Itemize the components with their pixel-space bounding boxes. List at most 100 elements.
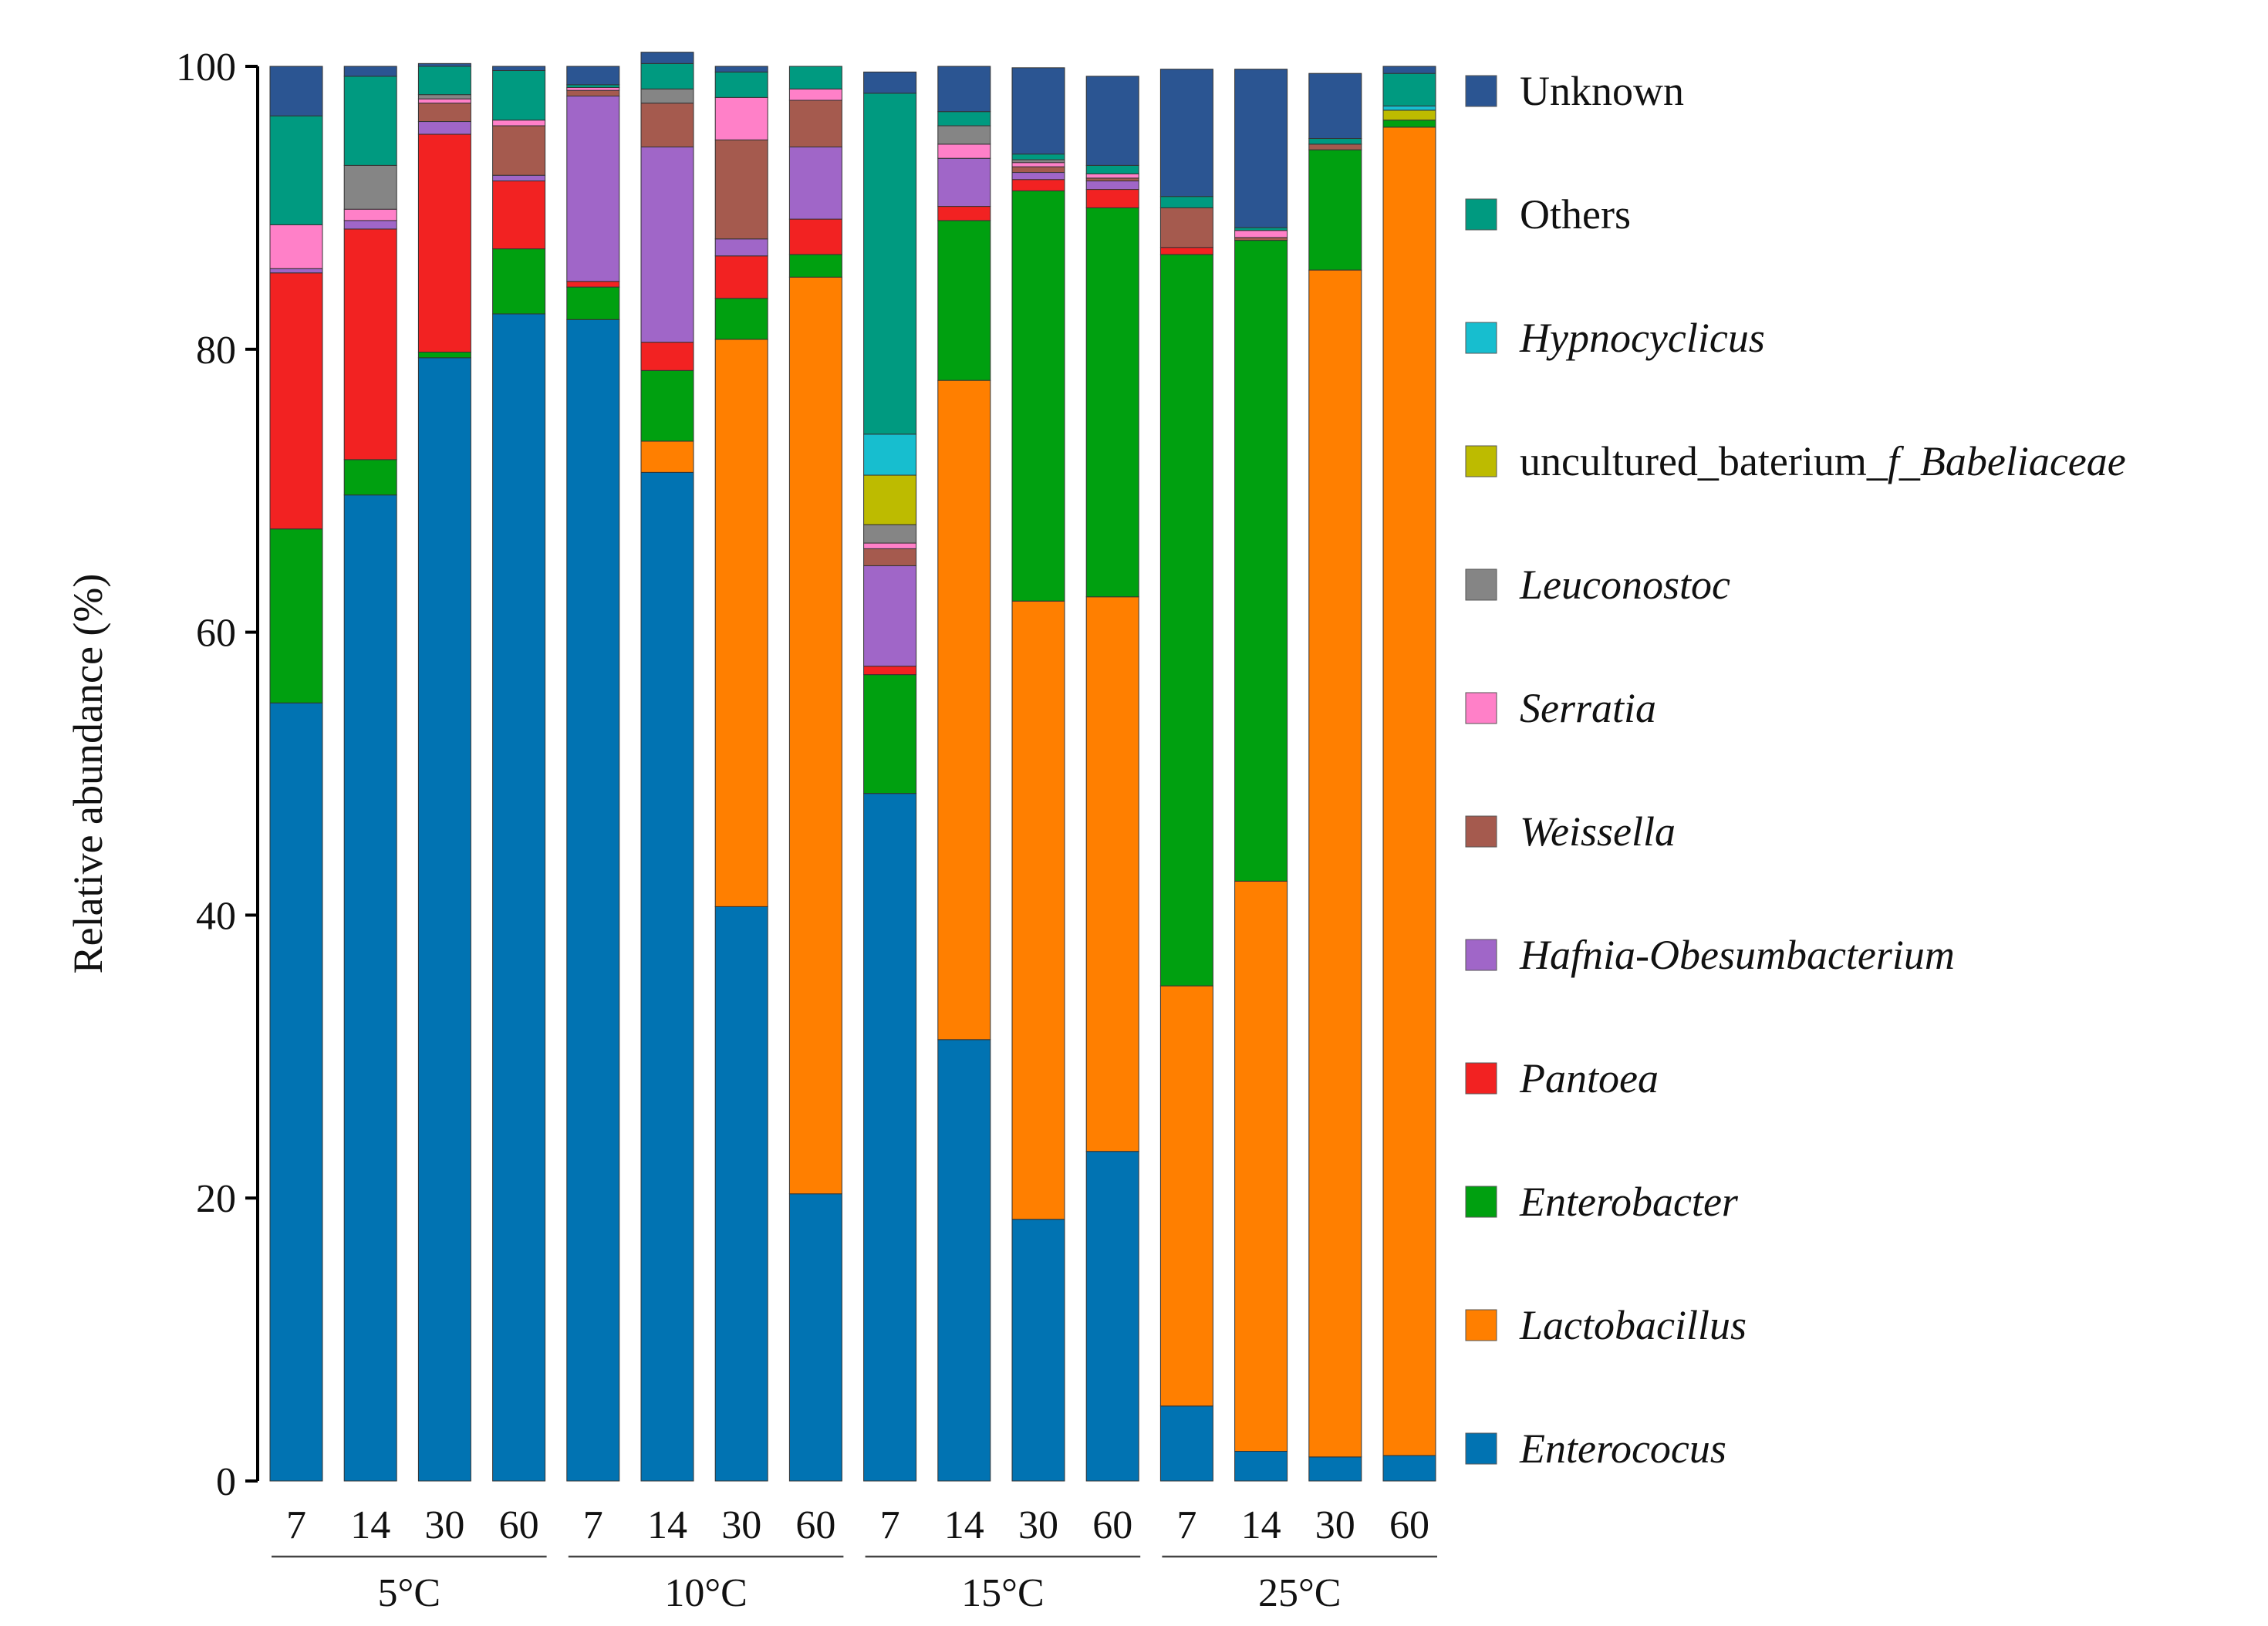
group-label-10-c: 10°C bbox=[664, 1571, 747, 1615]
bar-stack-15-c-day-30 bbox=[1011, 67, 1065, 1482]
bar-segment-enterobacter bbox=[863, 674, 917, 794]
y-axis-title: Relative abundance (%) bbox=[65, 574, 111, 974]
bar-segment-others bbox=[788, 66, 842, 89]
legend: Unknown Others Hypnocyclicus uncultured_bat… bbox=[1465, 68, 2126, 1472]
bar-segment-enterobacter bbox=[714, 298, 768, 340]
bar-segment-enterobacter bbox=[343, 459, 397, 496]
bar-segment-enterobacter bbox=[937, 220, 991, 381]
bar-segment-serratia bbox=[343, 208, 397, 221]
x-tick-label: 14 bbox=[1241, 1503, 1281, 1547]
legend-swatch bbox=[1465, 692, 1497, 724]
bar-segment-enterococus bbox=[492, 313, 546, 1482]
bar-segment-others bbox=[937, 111, 991, 127]
bar-stack-15-c-day-14 bbox=[937, 66, 991, 1482]
bar-segment-serratia bbox=[492, 120, 546, 127]
bar-segment-others bbox=[640, 62, 694, 89]
legend-swatch bbox=[1465, 198, 1497, 231]
x-tick-label: 30 bbox=[1315, 1503, 1355, 1547]
bar-segment-hypnocyclicus bbox=[1382, 105, 1436, 111]
bar-segment-leuconostoc bbox=[863, 524, 917, 544]
bar-stack-10-c-day-14 bbox=[640, 52, 694, 1482]
bar-segment-hafnia-obesumbacterium bbox=[714, 238, 768, 257]
bar-segment-others bbox=[566, 84, 620, 89]
x-tick-label: 14 bbox=[647, 1503, 687, 1547]
bar-segment-others bbox=[1159, 196, 1213, 208]
bar-stack-25-c-day-60 bbox=[1382, 66, 1436, 1482]
bar-segment-unknown bbox=[937, 66, 991, 113]
bar-segment-unknown bbox=[1382, 66, 1436, 74]
bar-segment-weissella bbox=[1308, 143, 1362, 150]
bar-segment-hafnia-obesumbacterium bbox=[566, 96, 620, 282]
bar-segment-lactobacillus bbox=[1308, 269, 1362, 1458]
bar-segment-enterobacter bbox=[1234, 240, 1288, 882]
bar-segment-serratia bbox=[1011, 162, 1065, 167]
bar-segment-pantoea bbox=[1159, 247, 1213, 255]
bar-segment-pantoea bbox=[937, 206, 991, 221]
bar-segment-others bbox=[417, 66, 471, 96]
bars-layer bbox=[269, 52, 1436, 1482]
bar-segment-enterococus bbox=[937, 1039, 991, 1482]
bar-segment-enterobacter bbox=[1011, 190, 1065, 602]
bar-segment-hafnia-obesumbacterium bbox=[788, 147, 842, 220]
x-tick-label: 14 bbox=[944, 1503, 984, 1547]
bar-segment-others bbox=[269, 115, 323, 225]
x-tick-label: 60 bbox=[1389, 1503, 1429, 1547]
bar-stack-25-c-day-14 bbox=[1234, 69, 1288, 1482]
x-tick-label: 30 bbox=[1018, 1503, 1058, 1547]
bar-segment-pantoea bbox=[1085, 189, 1139, 208]
y-tick-label: 60 bbox=[196, 612, 236, 656]
bar-segment-enterobacter bbox=[269, 528, 323, 703]
x-tick-label: 7 bbox=[1176, 1503, 1196, 1547]
bar-segment-enterococus bbox=[1382, 1455, 1436, 1482]
bar-segment-lactobacillus bbox=[788, 276, 842, 1195]
bar-segment-unknown bbox=[343, 66, 397, 77]
bar-segment-hafnia-obesumbacterium bbox=[863, 565, 917, 667]
y-tick-label: 20 bbox=[196, 1177, 236, 1221]
legend-item-others: Others bbox=[1465, 191, 1631, 238]
bar-segment-others bbox=[492, 70, 546, 121]
bar-segment-hafnia-obesumbacterium bbox=[1011, 172, 1065, 180]
bar-stack-25-c-day-30 bbox=[1308, 73, 1362, 1482]
legend-item-hafnia-obesumbacterium: Hafnia-Obesumbacterium bbox=[1465, 932, 1955, 978]
bar-segment-leuconostoc bbox=[1011, 159, 1065, 164]
bar-segment-enterococus bbox=[417, 357, 471, 1482]
legend-label: Others bbox=[1520, 191, 1631, 238]
bar-segment-lactobacillus bbox=[640, 440, 694, 473]
bar-segment-pantoea bbox=[269, 272, 323, 530]
legend-label: Lactobacillus bbox=[1519, 1302, 1747, 1348]
bar-segment-hafnia-obesumbacterium bbox=[269, 268, 323, 274]
bar-segment-leuconostoc bbox=[640, 88, 694, 104]
bar-segment-pantoea bbox=[1011, 179, 1065, 191]
bar-segment-lactobacillus bbox=[1159, 985, 1213, 1407]
x-tick-label: 30 bbox=[721, 1503, 761, 1547]
bar-stack-25-c-day-7 bbox=[1159, 69, 1213, 1482]
legend-item-hypnocyclicus: Hypnocyclicus bbox=[1465, 315, 1765, 361]
bar-segment-weissella bbox=[417, 103, 471, 123]
legend-label: Serratia bbox=[1520, 685, 1656, 731]
x-tick-label: 14 bbox=[350, 1503, 390, 1547]
bar-segment-enterococus bbox=[1308, 1456, 1362, 1482]
bar-segment-weissella bbox=[714, 139, 768, 240]
bar-segment-hafnia-obesumbacterium bbox=[1085, 180, 1139, 191]
x-tick-label: 30 bbox=[424, 1503, 464, 1547]
bar-segment-unknown bbox=[1234, 69, 1288, 228]
legend-item-unknown: Unknown bbox=[1465, 68, 1684, 114]
bar-segment-enterococus bbox=[343, 494, 397, 1482]
bar-segment-unknown bbox=[1011, 67, 1065, 155]
bar-segment-lactobacillus bbox=[1234, 880, 1288, 1452]
legend-item-enterobacter: Enterobacter bbox=[1465, 1179, 1739, 1225]
bar-segment-hafnia-obesumbacterium bbox=[343, 220, 397, 230]
bar-segment-serratia bbox=[1085, 173, 1139, 179]
bar-segment-lactobacillus bbox=[1085, 596, 1139, 1152]
bar-segment-others bbox=[1234, 227, 1288, 231]
bar-stack-10-c-day-60 bbox=[788, 66, 842, 1482]
bar-segment-serratia bbox=[417, 98, 471, 104]
bar-segment-serratia bbox=[566, 87, 620, 91]
y-tick-label: 80 bbox=[196, 329, 236, 373]
x-tick-label: 60 bbox=[795, 1503, 835, 1547]
y-tick-label: 40 bbox=[196, 894, 236, 938]
x-tick-label: 60 bbox=[499, 1503, 539, 1547]
bar-segment-enterobacter bbox=[1085, 207, 1139, 598]
bar-segment-others bbox=[343, 76, 397, 166]
legend-swatch bbox=[1465, 1432, 1497, 1465]
